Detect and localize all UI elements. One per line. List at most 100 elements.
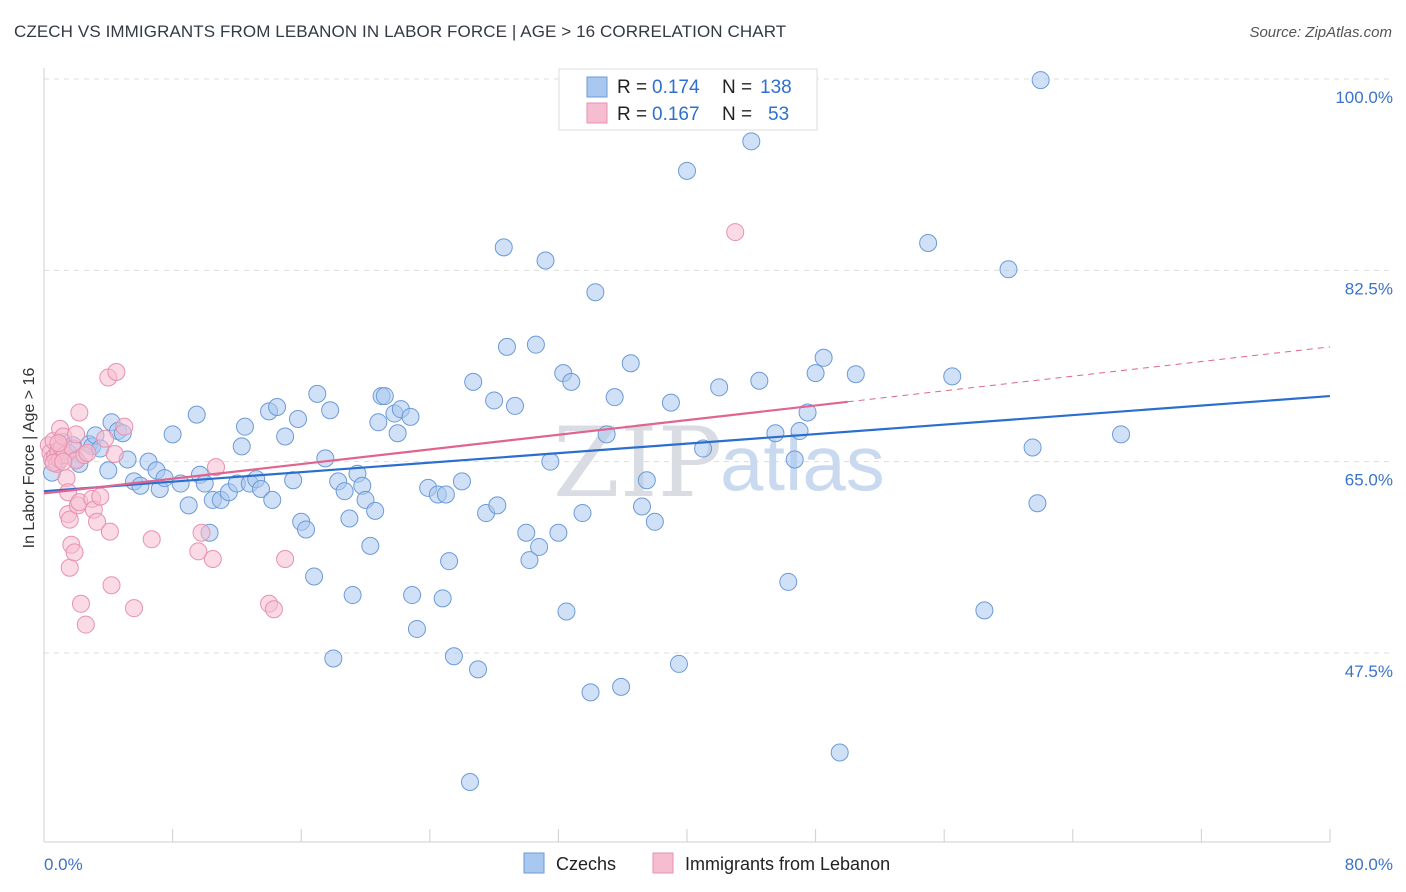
legend-swatch-lebanon — [652, 852, 674, 874]
czech-point — [99, 461, 118, 480]
lebanon-point — [49, 434, 68, 453]
y-tick-label: 82.5% — [1345, 279, 1393, 298]
gridlines — [44, 78, 1393, 654]
czech-point — [573, 504, 592, 523]
czech-point — [460, 773, 479, 792]
stats-r-label-lebanon: R = — [617, 104, 647, 125]
czech-point — [485, 391, 504, 410]
czech-point — [433, 589, 452, 608]
czech-point — [252, 480, 271, 498]
czech-point — [637, 471, 656, 490]
czech-point — [284, 471, 303, 490]
czech-point — [557, 602, 576, 621]
lebanon-point — [65, 543, 84, 562]
lebanon-point — [70, 403, 89, 422]
lebanon-point — [91, 487, 110, 506]
watermark: ZIP atlas — [553, 407, 885, 519]
czech-point — [1112, 425, 1131, 444]
czech-point — [335, 482, 354, 501]
czech-point — [536, 251, 555, 270]
stats-box: R = 0.174 N = 138 R = 0.167 N = 53 — [558, 68, 818, 131]
czech-point — [645, 512, 664, 531]
lebanon-point — [60, 510, 79, 529]
czech-point — [288, 410, 307, 429]
stats-n-label-czech: N = — [722, 77, 752, 98]
czech-point — [440, 552, 459, 571]
czech-point — [750, 371, 769, 390]
lebanon-point — [203, 549, 222, 568]
legend-swatch-czechs — [523, 852, 545, 874]
czech-point — [444, 647, 463, 666]
lebanon-point — [115, 417, 134, 436]
czech-point — [581, 683, 600, 702]
stats-n-value-lebanon: 53 — [768, 104, 789, 125]
y-tick-label: 47.5% — [1345, 662, 1393, 681]
czech-point — [388, 424, 407, 443]
stats-r-value-lebanon: 0.167 — [652, 104, 700, 125]
czech-point — [520, 551, 539, 570]
czech-point — [340, 509, 359, 528]
czech-point — [464, 372, 483, 391]
czech-point — [488, 496, 507, 515]
czech-point — [316, 449, 335, 468]
czech-point — [321, 401, 340, 420]
stats-swatch-czech — [586, 76, 608, 98]
legend: Czechs Immigrants from Lebanon — [523, 852, 890, 874]
czech-point — [235, 417, 254, 436]
czech-point — [179, 496, 198, 515]
lebanon-point — [78, 443, 97, 462]
czech-point — [632, 497, 651, 516]
czech-point — [1031, 71, 1050, 90]
lebanon-point — [88, 512, 107, 531]
czech-point — [195, 474, 214, 493]
czech-point — [297, 520, 316, 539]
czech-point — [361, 536, 380, 555]
lebanon-point — [264, 600, 283, 619]
czech-point — [943, 367, 962, 386]
czech-point — [779, 572, 798, 591]
czech-point — [526, 335, 545, 354]
lebanon-point — [125, 599, 144, 618]
czech-point — [678, 161, 696, 180]
czech-point — [846, 365, 865, 384]
czech-point — [369, 413, 388, 432]
czech-point — [1023, 438, 1042, 457]
czech-point — [401, 407, 420, 426]
stats-r-label-czech: R = — [617, 77, 647, 98]
lebanon-point — [76, 615, 95, 634]
czech-point — [268, 398, 287, 416]
czech-trend-line — [43, 394, 1331, 493]
lebanon-point — [105, 445, 124, 464]
stats-n-value-czech: 138 — [760, 77, 792, 98]
czech-point — [131, 476, 150, 495]
czech-point — [710, 378, 729, 397]
stats-r-value-czech: 0.174 — [652, 77, 700, 98]
lebanon-point — [189, 542, 208, 561]
czech-point — [785, 450, 804, 469]
czech-point — [263, 490, 282, 509]
czech-point — [621, 354, 640, 373]
czech-point — [790, 422, 809, 441]
czech-point — [436, 485, 455, 504]
lebanon-point — [726, 223, 745, 242]
czech-point — [375, 387, 394, 406]
czech-point — [232, 437, 251, 456]
czech-point — [919, 234, 938, 252]
y-tick-label: 100.0% — [1335, 88, 1393, 107]
x-tick-min: 0.0% — [44, 855, 83, 874]
trend-lines — [43, 346, 1331, 495]
czech-point — [163, 425, 182, 444]
czech-point — [830, 743, 849, 762]
czech-point — [407, 619, 426, 638]
czech-point — [403, 586, 422, 605]
czech-point — [562, 372, 581, 391]
czech-point — [324, 649, 343, 668]
czech-point — [612, 677, 631, 696]
czech-point — [469, 660, 488, 679]
czech-point — [694, 439, 713, 458]
lebanon-point — [100, 522, 119, 541]
lebanon-points — [39, 223, 745, 634]
lebanon-point — [54, 452, 73, 471]
lebanon-trend-extension — [847, 346, 1331, 403]
